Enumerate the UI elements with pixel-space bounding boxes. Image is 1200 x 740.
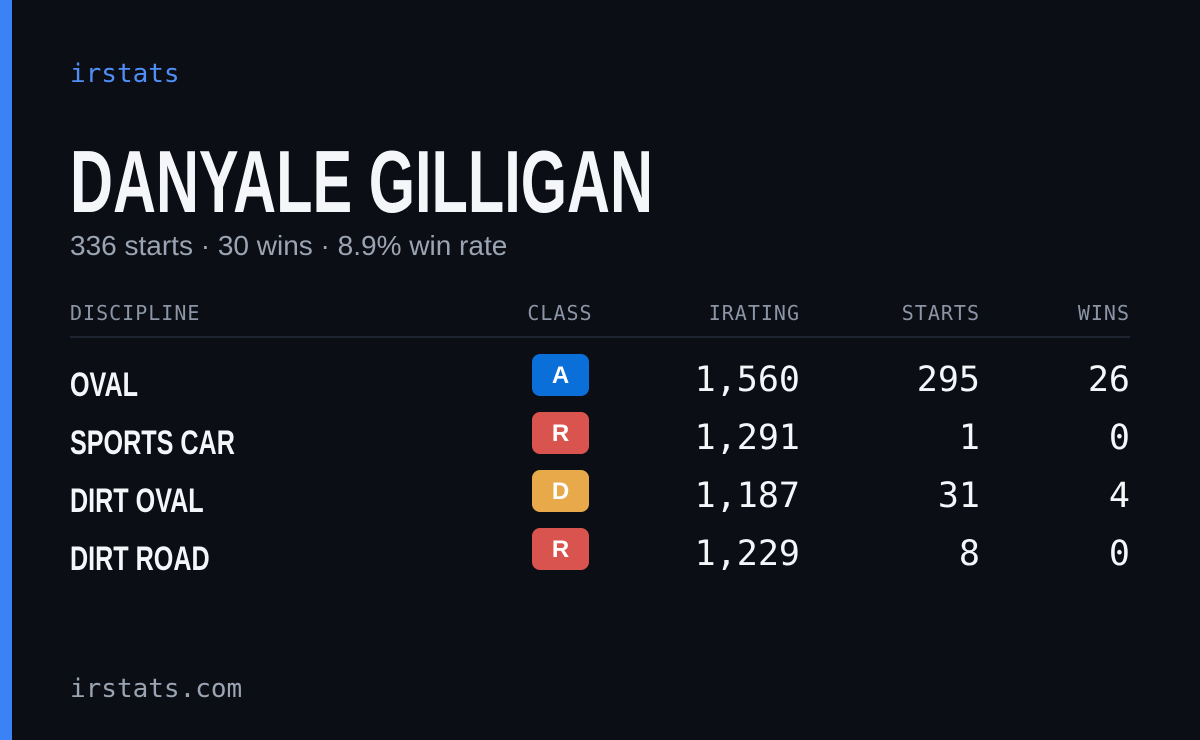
- column-header: CLASS: [527, 301, 592, 325]
- footer: irstats.com: [70, 674, 242, 704]
- starts: 1: [959, 418, 980, 458]
- wins: 0: [1109, 534, 1130, 574]
- discipline-wrap: DIRT OVAL: [70, 482, 204, 520]
- brand: irstats: [70, 59, 180, 89]
- player-name: DANYALE GILLIGAN: [70, 132, 653, 231]
- class-letter: D: [552, 478, 569, 505]
- class-letter: A: [552, 362, 569, 389]
- summary: 336 starts · 30 wins · 8.9% win rate: [70, 230, 507, 261]
- irating: 1,187: [695, 476, 800, 516]
- irating: 1,560: [695, 360, 800, 400]
- irating: 1,291: [695, 418, 800, 458]
- discipline-wrap: DIRT ROAD: [70, 540, 210, 578]
- class-badge: [532, 354, 589, 396]
- wins: 0: [1109, 418, 1130, 458]
- class-badge: [532, 412, 589, 454]
- column-header: WINS: [1078, 301, 1130, 325]
- column-header: STARTS: [902, 301, 980, 325]
- discipline-wrap: SPORTS CAR: [70, 424, 235, 462]
- irating: 1,229: [695, 534, 800, 574]
- class-badge: [532, 470, 589, 512]
- wins: 4: [1109, 476, 1130, 516]
- discipline: DIRT OVAL: [70, 482, 204, 520]
- starts: 8: [959, 534, 980, 574]
- discipline: DIRT ROAD: [70, 540, 210, 578]
- starts: 31: [938, 476, 980, 516]
- class-badge: [532, 528, 589, 570]
- discipline-wrap: OVAL: [70, 366, 138, 404]
- accent-strip: [0, 0, 12, 740]
- class-letter: R: [552, 536, 569, 563]
- class-letter: R: [552, 420, 569, 447]
- starts: 295: [917, 360, 980, 400]
- column-header: IRATING: [709, 301, 800, 325]
- discipline: OVAL: [70, 366, 138, 404]
- discipline: SPORTS CAR: [70, 424, 235, 462]
- column-header: DISCIPLINE: [70, 301, 200, 325]
- wins: 26: [1088, 360, 1130, 400]
